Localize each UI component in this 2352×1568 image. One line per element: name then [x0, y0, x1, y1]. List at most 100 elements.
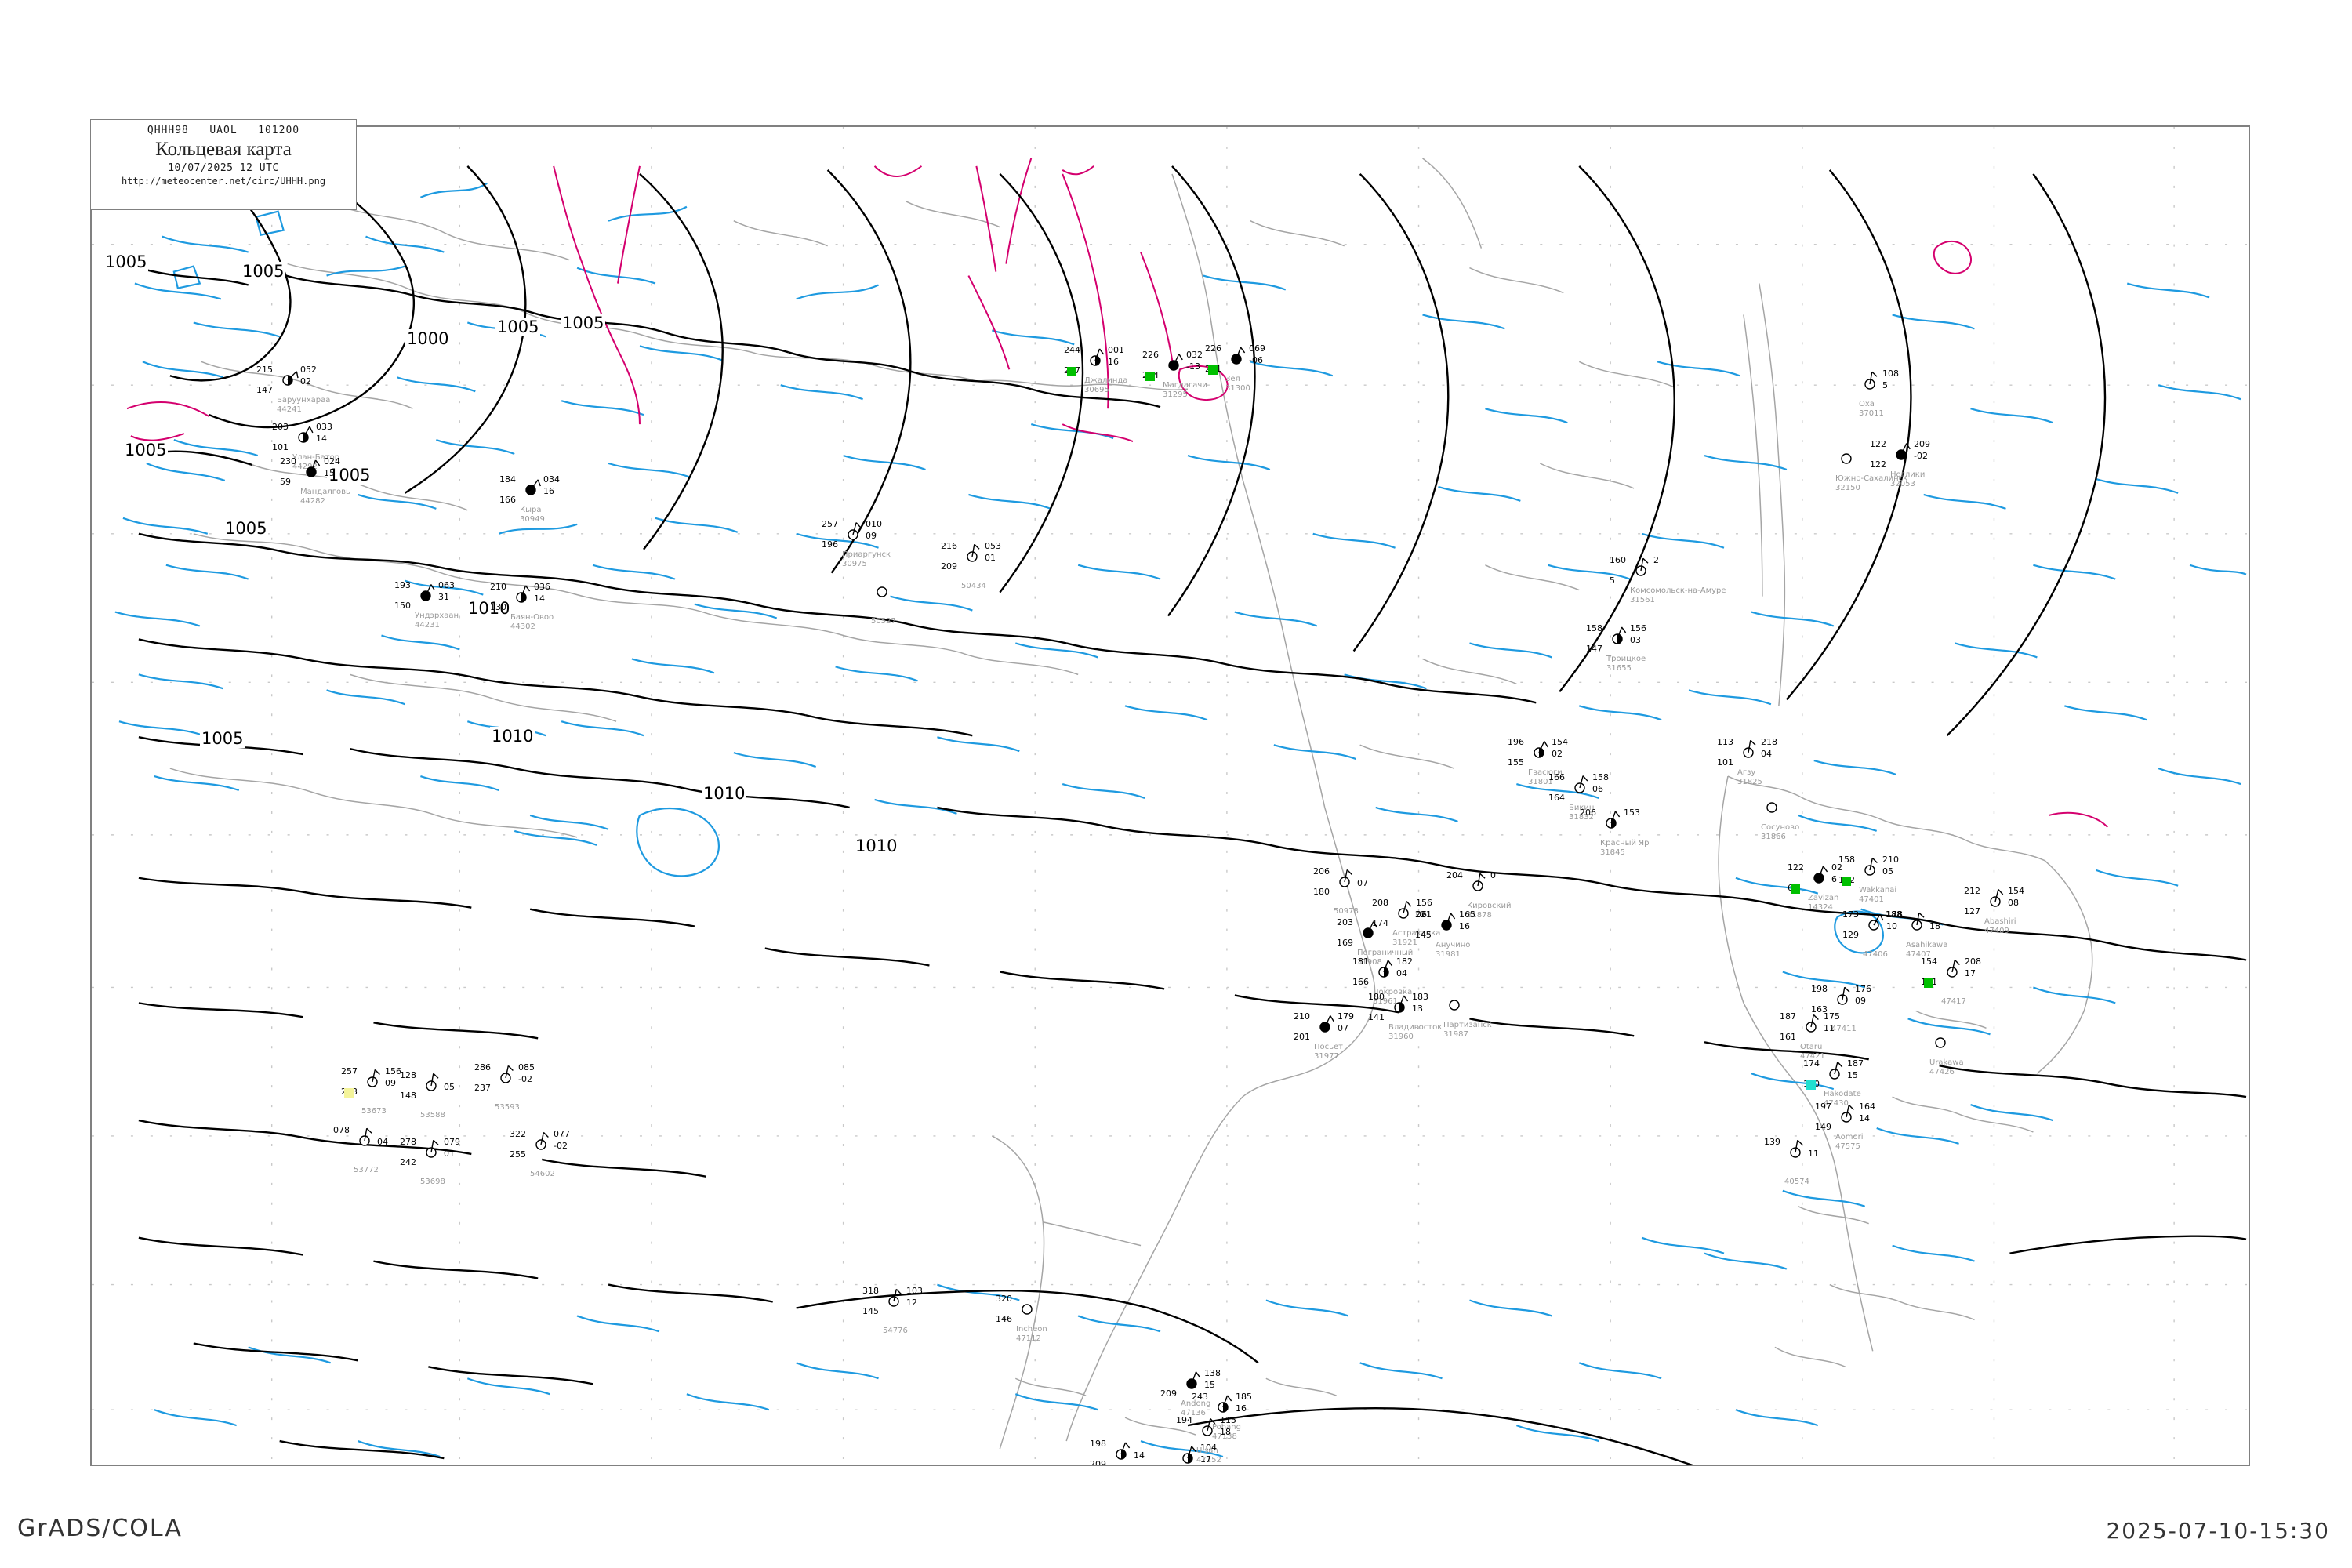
station-id: 47426 — [1929, 1068, 1955, 1076]
station-tendency: 17 — [1965, 968, 1976, 978]
station-name: Abashiri — [1984, 917, 2016, 926]
station-plot[interactable]: 318 103 145 12 54776 — [862, 1286, 923, 1335]
station-plot[interactable]: 19820914Kwangju47158 — [1090, 1439, 1145, 1465]
station-plot[interactable]: 320 146 Incheon 47112 — [996, 1294, 1047, 1343]
station-plot[interactable]: 193 063 150 31 Ундэрхаан 44231 — [394, 580, 459, 630]
station-temperature: 212 — [1964, 886, 1980, 896]
station-plot[interactable]: 078 04 53772 — [333, 1125, 388, 1174]
station-temperature: 216 — [941, 541, 957, 551]
station-id: 54776 — [883, 1327, 908, 1335]
station-id: 31987 — [1443, 1030, 1468, 1039]
station-dewpoint: 180 — [1313, 887, 1330, 897]
station-plot[interactable]: 210 179 201 07 Посьет 31977 — [1294, 1011, 1354, 1061]
station-id: 54602 — [530, 1170, 555, 1178]
station-plot[interactable]: 206 153 Красный Яр 31845 — [1580, 808, 1649, 857]
wind-barb — [372, 1069, 380, 1083]
station-plot[interactable]: 278 079 242 01 53698 — [400, 1137, 460, 1186]
station-pressure: 036 — [534, 582, 550, 592]
station-plot[interactable]: 113 218 101 04 Агзу 31825 — [1717, 737, 1777, 786]
station-id: 44282 — [300, 497, 325, 506]
station-temperature: 204 — [1446, 870, 1463, 880]
station-plot[interactable]: 203 033 101 14 Улан-Батор 44292 — [272, 422, 339, 471]
isobar-label: 1005 — [495, 318, 541, 336]
station-plot[interactable]: 160 2 5 Комсомольск-на-Амуре 31561 — [1610, 555, 1726, 604]
station-temperature: 226 — [1142, 350, 1159, 360]
station-plot[interactable]: Южно-Сахалинск 32150 — [1835, 452, 1907, 492]
map-frame[interactable]: 1005 1005 1000 1005 1005 1005 1005 1005 … — [90, 125, 2250, 1466]
bulletin-header: QHHH98 UAOL 101200 — [147, 125, 300, 136]
station-plot[interactable]: 12202696Zavizan14324 — [1788, 862, 1842, 912]
station-plot[interactable]: 122 209 122 -02 Ноглики 32053 — [1870, 439, 1930, 488]
station-plot[interactable]: 1542081411747417 — [1921, 956, 1981, 1006]
station-id: 31921 — [1392, 938, 1417, 947]
station-plot[interactable]: Urakawa 47426 — [1929, 1036, 1964, 1076]
wind-barb — [1818, 866, 1828, 879]
station-plot[interactable]: 215 052 147 02 Баруунхараа 44241 — [256, 365, 330, 414]
station-plot[interactable]: 173 178 129 10 47406 — [1842, 909, 1903, 959]
weather-marker-yellow — [344, 1088, 354, 1098]
station-dewpoint: 147 — [1586, 644, 1602, 654]
station-name: Оха — [1859, 400, 1875, 408]
wind-barb — [364, 1127, 372, 1142]
station-name: Otaru — [1800, 1043, 1823, 1051]
station-plot[interactable]: 286 085 237 -02 53593 — [474, 1062, 535, 1112]
isobar-label: 1005 — [241, 262, 286, 281]
station-plot[interactable]: 210 036 130 14 Баян-Овоо 44302 — [490, 582, 554, 631]
isobar-label: 1010 — [490, 727, 535, 746]
station-plot[interactable]: 188 18 Asahikawa 47407 — [1886, 909, 1947, 959]
station-plot[interactable]: 15821014205Wakkanai47401 — [1838, 855, 1899, 904]
station-id: 47411 — [1831, 1025, 1857, 1033]
station-temperature: 198 — [1811, 984, 1828, 994]
station-temperature: 128 — [400, 1070, 416, 1080]
station-plot[interactable]: 24400121716Джалинда30695 — [1064, 345, 1127, 394]
station-plot[interactable]: 221 165 145 16 Анучино 31981 — [1415, 909, 1475, 959]
source-url: http://meteocenter.net/circ/UHHH.png — [121, 176, 326, 187]
station-plot[interactable]: 206 180 07 50978 — [1313, 866, 1368, 916]
station-plot[interactable]: Сосуново 31866 — [1761, 801, 1799, 841]
station-temperature: 173 — [1842, 909, 1859, 920]
station-plot[interactable]: 158 156 147 03 Троицкое 31655 — [1586, 623, 1646, 673]
station-plot[interactable]: 194 115 18 Ulsan 47152 — [1176, 1415, 1236, 1465]
station-pressure: 178 — [1886, 909, 1903, 920]
station-plot[interactable]: 212 154 127 08 Abashiri 47409 — [1964, 886, 2024, 935]
station-tendency: 14 — [316, 434, 327, 444]
station-dewpoint: 164 — [1548, 793, 1565, 803]
station-plot[interactable]: 50527 — [871, 586, 896, 626]
station-name: Баян-Овоо — [510, 613, 554, 622]
station-plot[interactable]: 198 176 163 09 47411 — [1811, 984, 1871, 1033]
wind-barb — [1222, 1395, 1232, 1408]
station-plot[interactable]: 257 010 196 09 Приаргунск 30975 — [822, 519, 891, 568]
station-plot[interactable]: 10417Pusan47155 — [1181, 1443, 1217, 1465]
station-plot[interactable]: 243 185 16 Pohang 47138 — [1192, 1392, 1252, 1441]
station-plot[interactable]: 203 169 Пограничный 31908 — [1337, 917, 1413, 967]
station-plot[interactable]: 138 209 15 Andong 47136 — [1160, 1368, 1221, 1417]
station-plot[interactable]: Партизанск 31987 — [1443, 999, 1492, 1039]
station-plot[interactable]: 184 034 166 16 Кыра 30949 — [499, 474, 560, 524]
station-plot[interactable]: 108 5 Оха 37011 — [1859, 368, 1899, 418]
station-plot[interactable]: 197 164 149 14 Aomori 47575 — [1815, 1102, 1875, 1151]
wind-barb — [521, 585, 531, 598]
station-temperature: 243 — [1192, 1392, 1208, 1402]
station-plot[interactable]: 187 175 161 11 Otaru 47421 — [1780, 1011, 1840, 1061]
station-plot[interactable]: 230 024 59 15 Мандалговь 44282 — [280, 456, 350, 506]
station-plot[interactable]: 208 156 174 06 Астраханка 31921 — [1372, 898, 1440, 947]
station-plot[interactable]: 216 053 209 01 50434 — [941, 541, 1001, 590]
station-plot[interactable]: 2571562030953673 — [341, 1066, 401, 1116]
station-plot[interactable]: 17418715015Hakodate47430 — [1803, 1058, 1864, 1108]
station-plot[interactable]: 166 158 164 06 Бикин 31832 — [1548, 772, 1609, 822]
station-temperature: 206 — [1580, 808, 1596, 818]
station-id: 30949 — [520, 515, 545, 524]
station-plot[interactable]: 196 154 155 02 Гвасюги 31801 — [1508, 737, 1568, 786]
isobar-label: 1010 — [466, 599, 512, 618]
station-temperature: 203 — [272, 422, 289, 432]
station-plot[interactable]: 180 183 141 13 Владивосток 31960 — [1368, 992, 1442, 1041]
station-plot[interactable]: 204 0 Кировский 31878 — [1446, 870, 1512, 920]
station-plot[interactable]: 322 077 255 -02 54602 — [510, 1129, 570, 1178]
station-dewpoint: 237 — [474, 1083, 491, 1093]
station-plot[interactable]: 181 182 166 04 Покровка 31961 — [1352, 956, 1413, 1006]
station-temperature: 215 — [256, 365, 273, 375]
station-plot[interactable]: 139 11 40574 — [1764, 1137, 1819, 1186]
station-plot[interactable]: 128 148 05 53588 — [400, 1070, 455, 1120]
